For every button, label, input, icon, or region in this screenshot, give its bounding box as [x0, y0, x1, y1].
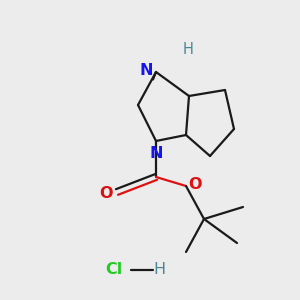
Text: O: O — [100, 186, 113, 201]
Text: O: O — [188, 177, 202, 192]
Text: Cl: Cl — [105, 262, 123, 278]
Text: H: H — [183, 42, 194, 57]
Text: H: H — [153, 262, 165, 278]
Text: N: N — [140, 63, 153, 78]
Text: N: N — [149, 146, 163, 160]
